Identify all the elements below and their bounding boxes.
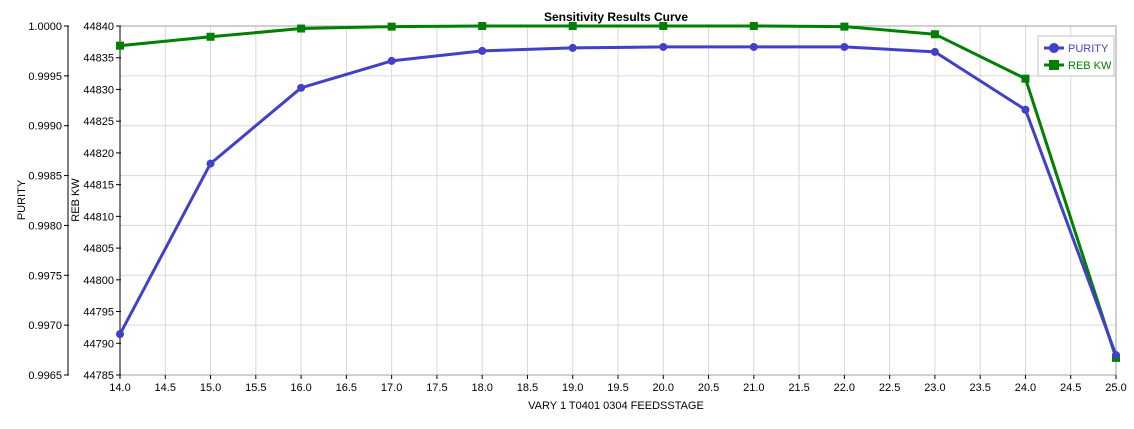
reb-kw-tick-label: 44800	[83, 275, 114, 287]
x-tick-label: 21.0	[743, 382, 764, 394]
reb-kw-tick-label: 44805	[83, 243, 114, 255]
x-tick-label: 18.0	[471, 382, 492, 394]
purity-tick-label: 0.9975	[28, 270, 62, 282]
data-point	[297, 24, 306, 33]
legend-marker	[1049, 43, 1059, 53]
x-axis-ticks: 14.0 14.5 15.0 15.5 16.0 16.5 17.0 17.5 18.0 18.5…	[109, 375, 1127, 394]
purity-tick-label: 0.9965	[28, 370, 62, 382]
purity-axis-label: PURITY	[16, 179, 28, 220]
x-tick-label: 20.0	[653, 382, 674, 394]
data-point	[1021, 74, 1030, 83]
data-point	[116, 41, 124, 50]
reb-kw-axis-ticks: 44840 44835 44830 44825 44820 44815 44810 44805…	[83, 21, 121, 382]
series-purity	[116, 42, 1120, 360]
legend: PURITY REB KW	[1037, 35, 1115, 77]
x-tick-label: 15.5	[245, 382, 266, 394]
reb-kw-axis-label: REB KW	[70, 178, 82, 222]
data-point	[478, 46, 487, 55]
x-tick-label: 14.5	[155, 382, 176, 394]
x-tick-label: 24.0	[1015, 382, 1036, 394]
purity-axis-ticks: 1.0000 0.9995 0.9990 0.9985 0.9980 0.9975 0.99…	[28, 21, 69, 382]
data-point	[116, 330, 124, 339]
data-point	[568, 43, 577, 52]
reb-kw-tick-label: 44795	[83, 307, 114, 319]
purity-tick-label: 0.9980	[28, 220, 62, 232]
data-point	[387, 22, 396, 31]
data-point	[749, 22, 758, 30]
data-point	[659, 22, 668, 30]
data-point	[297, 83, 306, 92]
x-tick-label: 20.5	[698, 382, 719, 394]
legend-marker	[1049, 60, 1059, 70]
data-point	[1112, 351, 1120, 360]
x-tick-label: 23.5	[969, 382, 990, 394]
x-tick-label: 22.0	[834, 382, 855, 394]
reb-kw-tick-label: 44820	[83, 148, 114, 160]
x-tick-label: 25.0	[1105, 382, 1126, 394]
x-tick-label: 17.0	[381, 382, 402, 394]
purity-tick-label: 0.9985	[28, 171, 62, 183]
x-tick-label: 21.5	[788, 382, 809, 394]
reb-kw-tick-label: 44790	[83, 338, 114, 350]
data-point	[930, 30, 939, 39]
x-tick-label: 17.5	[426, 382, 447, 394]
data-point	[206, 159, 215, 168]
data-point	[387, 56, 396, 65]
data-point	[659, 42, 668, 51]
purity-tick-label: 0.9970	[28, 320, 62, 332]
purity-tick-label: 0.9995	[28, 71, 62, 83]
x-axis-label: VARY 1 T0401 0304 FEEDSSTAGE	[528, 400, 704, 412]
chart-title: Sensitivity Results Curve	[544, 10, 688, 24]
data-point	[930, 47, 939, 56]
reb-kw-tick-label: 44810	[83, 211, 114, 223]
data-point	[840, 42, 849, 51]
x-tick-label: 16.5	[336, 382, 357, 394]
data-point	[478, 22, 487, 30]
data-point	[568, 22, 577, 30]
x-tick-label: 15.0	[200, 382, 221, 394]
x-tick-label: 19.5	[607, 382, 628, 394]
reb-kw-tick-label: 44840	[83, 21, 114, 33]
reb-kw-tick-label: 44785	[83, 370, 114, 382]
x-tick-label: 24.5	[1060, 382, 1081, 394]
x-tick-label: 18.5	[517, 382, 538, 394]
data-point	[840, 22, 849, 31]
reb-kw-tick-label: 44815	[83, 180, 114, 192]
series-line	[118, 45, 1118, 356]
legend-label: REB KW	[1068, 60, 1112, 72]
series-line	[119, 24, 1118, 359]
x-tick-label: 14.0	[109, 382, 130, 394]
legend-label: PURITY	[1068, 43, 1109, 55]
data-point	[749, 42, 758, 51]
x-tick-label: 19.0	[562, 382, 583, 394]
x-tick-label: 22.5	[879, 382, 900, 394]
x-tick-label: 23.0	[924, 382, 945, 394]
data-point	[206, 32, 215, 41]
purity-tick-label: 1.0000	[28, 21, 62, 33]
series-layer	[116, 22, 1120, 362]
reb-kw-tick-label: 44830	[83, 84, 114, 96]
data-point	[1021, 105, 1030, 114]
x-tick-label: 16.0	[290, 382, 311, 394]
purity-tick-label: 0.9990	[28, 121, 62, 133]
reb-kw-tick-label: 44835	[83, 53, 114, 65]
reb-kw-tick-label: 44825	[83, 116, 114, 128]
